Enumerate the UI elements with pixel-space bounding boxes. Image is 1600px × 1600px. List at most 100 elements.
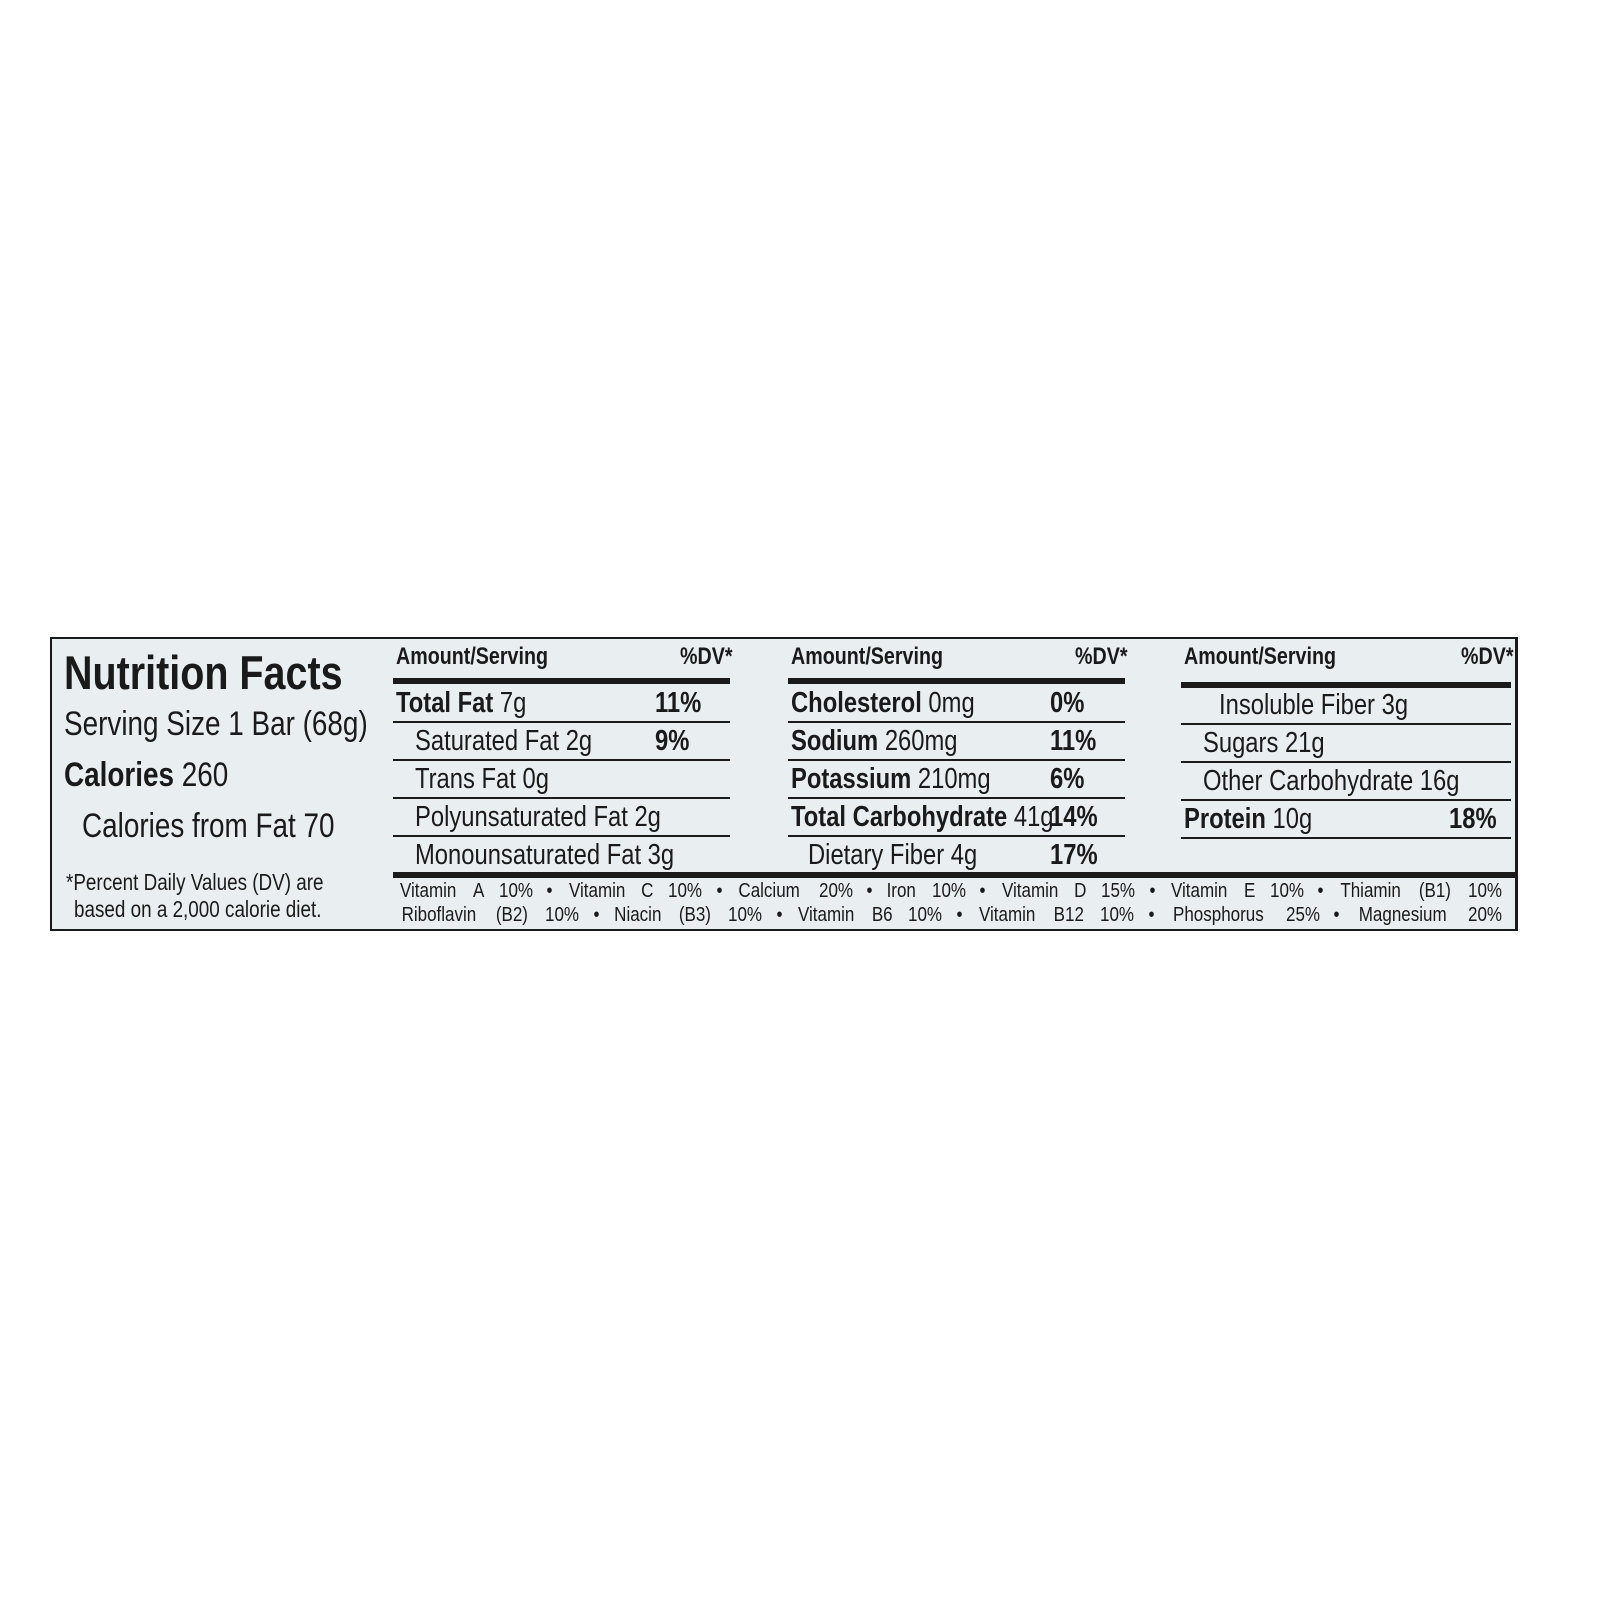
bullet-separator: • [546, 880, 553, 902]
vitamin-text: Vitamin [978, 904, 1035, 926]
row-divider [1181, 837, 1511, 839]
nutrient-dv: 6% [1050, 763, 1085, 795]
calories-from-fat: Calories from Fat 70 [82, 807, 335, 845]
nutrient-row: Other Carbohydrate 16g [1181, 762, 1511, 800]
header-amount-serving: Amount/Serving [791, 643, 943, 670]
bullet-separator: • [776, 904, 783, 926]
header-dv: %DV* [680, 643, 733, 670]
nutrient-dv: 11% [1050, 725, 1097, 757]
vitamin-text: B6 [872, 904, 893, 926]
nutrient-name: Total Fat 7g [396, 687, 527, 719]
vitamin-text: Niacin [614, 904, 662, 926]
row-divider [393, 835, 730, 837]
nutrient-dv: 0% [1050, 687, 1085, 719]
row-divider [788, 835, 1125, 837]
vitamin-text: 10% [1269, 880, 1304, 902]
vitamin-text: E [1244, 880, 1256, 902]
vitamin-text: Iron [886, 880, 916, 902]
nutrient-row: Total Fat 7g 11% [393, 684, 730, 722]
nutrient-name: Saturated Fat 2g [415, 725, 593, 757]
nutrient-row: Dietary Fiber 4g 17% [788, 836, 1125, 874]
vitamin-text: 10% [727, 904, 762, 926]
vitamin-text: A [472, 880, 485, 902]
vitamin-text: Vitamin [798, 904, 855, 926]
nutrient-name: Total Carbohydrate 41g [791, 801, 1054, 833]
nutrient-name: Cholesterol 0mg [791, 687, 975, 719]
nutrient-name: Protein 10g [1184, 803, 1313, 835]
header-amount-serving: Amount/Serving [1184, 643, 1336, 670]
vitamin-text: Riboflavin [401, 904, 477, 926]
nutrient-row: Protein 10g 18% [1181, 800, 1511, 838]
vitamins-line-1: Vitamin A 10% • Vitamin C 10% • Calcium 20% • Iron 1… [395, 880, 1505, 903]
label-title: Nutrition Facts [64, 646, 343, 699]
row-divider [393, 797, 730, 799]
nutrient-dv: 9% [655, 725, 690, 757]
row-divider [393, 721, 730, 723]
nutrient-name: Dietary Fiber 4g [808, 839, 978, 871]
nutrient-dv: 18% [1449, 803, 1497, 835]
footnote-line-1: *Percent Daily Values (DV) are [66, 869, 324, 895]
bullet-separator: • [716, 880, 723, 902]
vitamin-text: Phosphorus [1173, 904, 1264, 926]
nutrient-name: Sugars 21g [1203, 727, 1325, 759]
row-divider [788, 759, 1125, 761]
thick-rule [1181, 682, 1511, 688]
nutrient-row: Sugars 21g [1181, 724, 1511, 762]
vitamin-text: C [641, 880, 654, 902]
nutrient-dv: 14% [1050, 801, 1098, 833]
nutrient-dv: 17% [1050, 839, 1098, 871]
nutrient-column: Amount/Serving %DV* Cholesterol 0mg 0% So… [788, 639, 1128, 879]
vitamin-text: Vitamin [399, 880, 457, 902]
vitamin-text: 10% [1099, 904, 1134, 926]
bullet-separator: • [1333, 904, 1340, 926]
nutrient-name: Polyunsaturated Fat 2g [415, 801, 661, 833]
vitamin-text: 20% [818, 880, 853, 902]
bullet-separator: • [1149, 880, 1156, 902]
header-dv: %DV* [1461, 643, 1514, 670]
vitamin-text: (B1) [1419, 880, 1452, 902]
nutrient-row: Saturated Fat 2g 9% [393, 722, 730, 760]
nutrient-row: Total Carbohydrate 41g 14% [788, 798, 1125, 836]
nutrient-dv: 11% [655, 687, 702, 719]
vitamin-text: 10% [498, 880, 533, 902]
nutrient-row: Insoluble Fiber 3g [1181, 686, 1511, 724]
bullet-separator: • [1148, 904, 1154, 926]
calories: Calories 260 [64, 756, 229, 794]
nutrient-name: Other Carbohydrate 16g [1203, 765, 1460, 797]
nutrient-name: Insoluble Fiber 3g [1219, 689, 1409, 721]
nutrient-column: Amount/Serving %DV* Total Fat 7g 11% Satu… [393, 639, 733, 879]
vitamin-text: 20% [1467, 904, 1502, 926]
footnote-line-2: based on a 2,000 calorie diet. [74, 896, 322, 922]
vitamin-text: 10% [931, 880, 966, 902]
vitamin-text: Thiamin [1340, 880, 1401, 902]
nutrient-name: Monounsaturated Fat 3g [415, 839, 675, 871]
bullet-separator: • [956, 904, 963, 926]
vitamin-text: Vitamin [568, 880, 625, 902]
bullet-separator: • [866, 880, 873, 902]
vitamin-text: Vitamin [1171, 880, 1228, 902]
nutrient-column: Amount/Serving %DV* Insoluble Fiber 3g S… [1181, 639, 1514, 879]
header-dv: %DV* [1075, 643, 1128, 670]
row-divider [1181, 761, 1511, 763]
vitamin-text: 15% [1101, 880, 1136, 902]
row-divider [788, 797, 1125, 799]
vitamin-text: Magnesium [1358, 904, 1447, 926]
bullet-separator: • [979, 880, 986, 902]
nutrition-facts-label: Nutrition Facts Serving Size 1 Bar (68g)… [50, 637, 1518, 931]
nutrient-row: Trans Fat 0g [393, 760, 730, 798]
vitamin-text: 25% [1285, 904, 1320, 926]
serving-size: Serving Size 1 Bar (68g) [64, 705, 368, 743]
row-divider [1181, 799, 1511, 801]
nutrient-name: Sodium 260mg [791, 725, 958, 757]
vitamins-line-2: Riboflavin (B2) 10% • Niacin (B3) 10% • Vitamin B… [395, 904, 1505, 927]
vitamin-text: Vitamin [1001, 880, 1059, 902]
nutrient-row: Polyunsaturated Fat 2g [393, 798, 730, 836]
thick-rule-bottom [393, 872, 1515, 878]
nutrient-name: Trans Fat 0g [415, 763, 549, 795]
vitamin-text: 10% [1467, 880, 1502, 902]
bullet-separator: • [1317, 880, 1324, 902]
nutrient-name: Potassium 210mg [791, 763, 991, 795]
header-amount-serving: Amount/Serving [396, 643, 548, 670]
nutrient-row: Sodium 260mg 11% [788, 722, 1125, 760]
thick-rule [788, 678, 1125, 684]
